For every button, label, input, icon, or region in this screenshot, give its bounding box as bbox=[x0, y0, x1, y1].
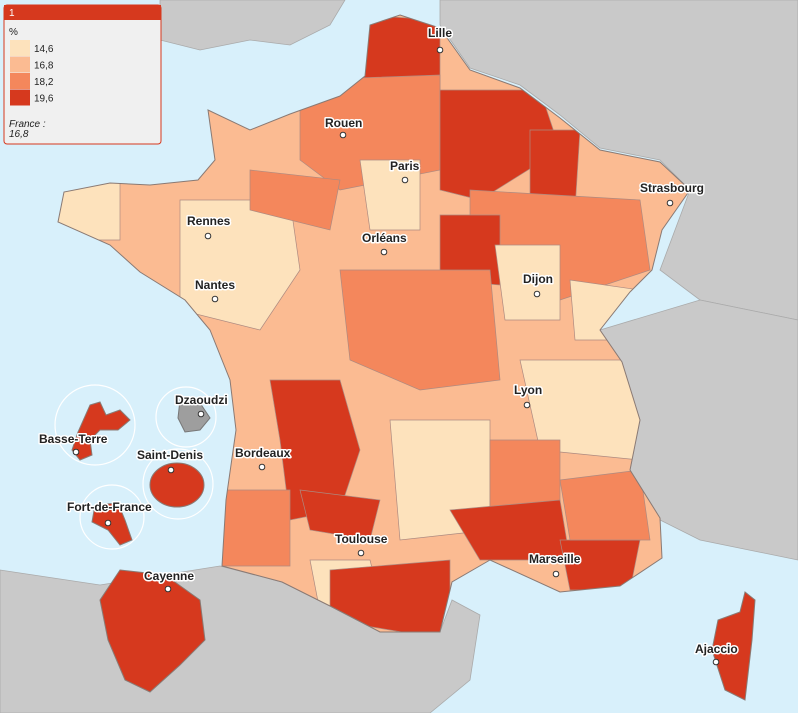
city-label: Ajaccio bbox=[695, 642, 738, 656]
city-label: Toulouse bbox=[335, 532, 388, 546]
city-label: Marseille bbox=[529, 552, 581, 566]
city-label: Rennes bbox=[187, 214, 231, 228]
legend: 1 % France : 16,8 14,6 16,8 18,2 19,6 bbox=[3, 4, 162, 145]
reunion bbox=[149, 462, 205, 508]
corsica bbox=[711, 591, 756, 701]
city-label: Dzaoudzi bbox=[175, 393, 228, 407]
city-dot bbox=[357, 549, 365, 557]
legend-label: 14,6 bbox=[34, 44, 54, 55]
city-label: Saint-Denis bbox=[137, 448, 203, 462]
city-label: Lille bbox=[428, 26, 452, 40]
city-label: Basse-Terre bbox=[39, 432, 108, 446]
legend-swatch bbox=[10, 40, 30, 56]
city-dot bbox=[204, 232, 212, 240]
legend-swatch bbox=[10, 89, 30, 106]
city-dot bbox=[72, 448, 80, 456]
city-dot bbox=[401, 176, 409, 184]
legend-label: 19,6 bbox=[34, 94, 54, 105]
city-dot bbox=[666, 199, 674, 207]
city-label: Paris bbox=[390, 159, 420, 173]
legend-note-value: 16,8 bbox=[9, 129, 29, 140]
city-dot bbox=[380, 248, 388, 256]
city-label: Fort-de-France bbox=[67, 500, 152, 514]
city-dot bbox=[533, 290, 541, 298]
city-dot bbox=[164, 585, 172, 593]
legend-title: 1 bbox=[9, 8, 15, 19]
city-dot bbox=[197, 410, 205, 418]
legend-swatch bbox=[10, 56, 30, 73]
legend-note: France : bbox=[9, 119, 46, 130]
city-dot bbox=[258, 463, 266, 471]
legend-label: 18,2 bbox=[34, 77, 54, 88]
city-label: Lyon bbox=[514, 383, 542, 397]
city-label: Rouen bbox=[325, 116, 362, 130]
city-dot bbox=[211, 295, 219, 303]
city-dot bbox=[436, 46, 444, 54]
cities: Lille Rouen Paris Strasbourg Rennes Orléans Na… bbox=[38, 25, 739, 666]
city-label: Nantes bbox=[195, 278, 235, 292]
legend-label: 16,8 bbox=[34, 61, 54, 72]
legend-swatch bbox=[10, 73, 30, 89]
mayotte bbox=[177, 399, 211, 433]
city-label: Bordeaux bbox=[235, 446, 291, 460]
city-dot bbox=[339, 131, 347, 139]
city-dot bbox=[552, 570, 560, 578]
city-label: Orléans bbox=[362, 231, 407, 245]
france-outline bbox=[57, 14, 691, 633]
legend-header bbox=[4, 5, 161, 20]
city-dot bbox=[104, 519, 112, 527]
city-label: Strasbourg bbox=[640, 181, 704, 195]
guyane bbox=[99, 569, 206, 693]
city-label: Dijon bbox=[523, 272, 553, 286]
guadeloupe bbox=[71, 401, 131, 461]
legend-unit: % bbox=[9, 27, 18, 38]
city-dot bbox=[712, 658, 720, 666]
city-dot bbox=[167, 466, 175, 474]
city-dot bbox=[523, 401, 531, 409]
overseas-circles bbox=[54, 384, 217, 550]
city-label: Cayenne bbox=[144, 569, 194, 583]
martinique bbox=[91, 502, 133, 546]
